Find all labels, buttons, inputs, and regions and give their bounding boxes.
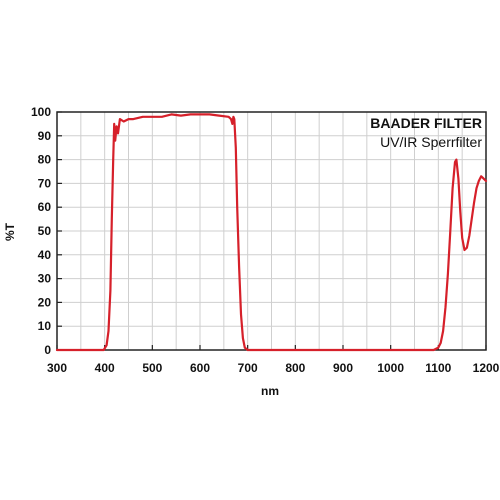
x-axis: 300 400 500 600 700 800 900 1000 1100 1200 — [47, 345, 500, 375]
y-axis-title: %T — [3, 222, 17, 241]
y-tick-label: 40 — [38, 248, 52, 262]
x-tick-label: 600 — [190, 361, 210, 375]
x-tick-label: 700 — [238, 361, 258, 375]
x-tick-label: 800 — [285, 361, 305, 375]
y-tick-label: 50 — [38, 224, 52, 238]
transmission-curve — [55, 113, 488, 352]
y-tick-label: 10 — [38, 319, 52, 333]
y-tick-label: 60 — [38, 200, 52, 214]
x-tick-label: 900 — [333, 361, 353, 375]
y-tick-label: 20 — [38, 295, 52, 309]
grid — [56, 111, 487, 351]
y-tick-label: 30 — [38, 272, 52, 286]
x-tick-label: 500 — [142, 361, 162, 375]
y-axis: 0 10 20 30 40 50 60 70 80 90 100 — [31, 105, 62, 357]
y-tick-label: 90 — [38, 129, 52, 143]
y-tick-label: 100 — [31, 105, 51, 119]
x-axis-title: nm — [261, 384, 279, 398]
x-tick-label: 300 — [47, 361, 67, 375]
y-tick-label: 70 — [38, 176, 52, 190]
x-tick-label: 1200 — [473, 361, 500, 375]
y-tick-label: 0 — [44, 343, 51, 357]
x-tick-label: 1000 — [377, 361, 404, 375]
x-tick-label: 400 — [95, 361, 115, 375]
y-tick-label: 80 — [38, 153, 52, 167]
chart-title: BAADER FILTER — [370, 115, 482, 131]
x-tick-label: 1100 — [425, 361, 451, 375]
chart-subtitle: UV/IR Sperrfilter — [380, 134, 482, 150]
